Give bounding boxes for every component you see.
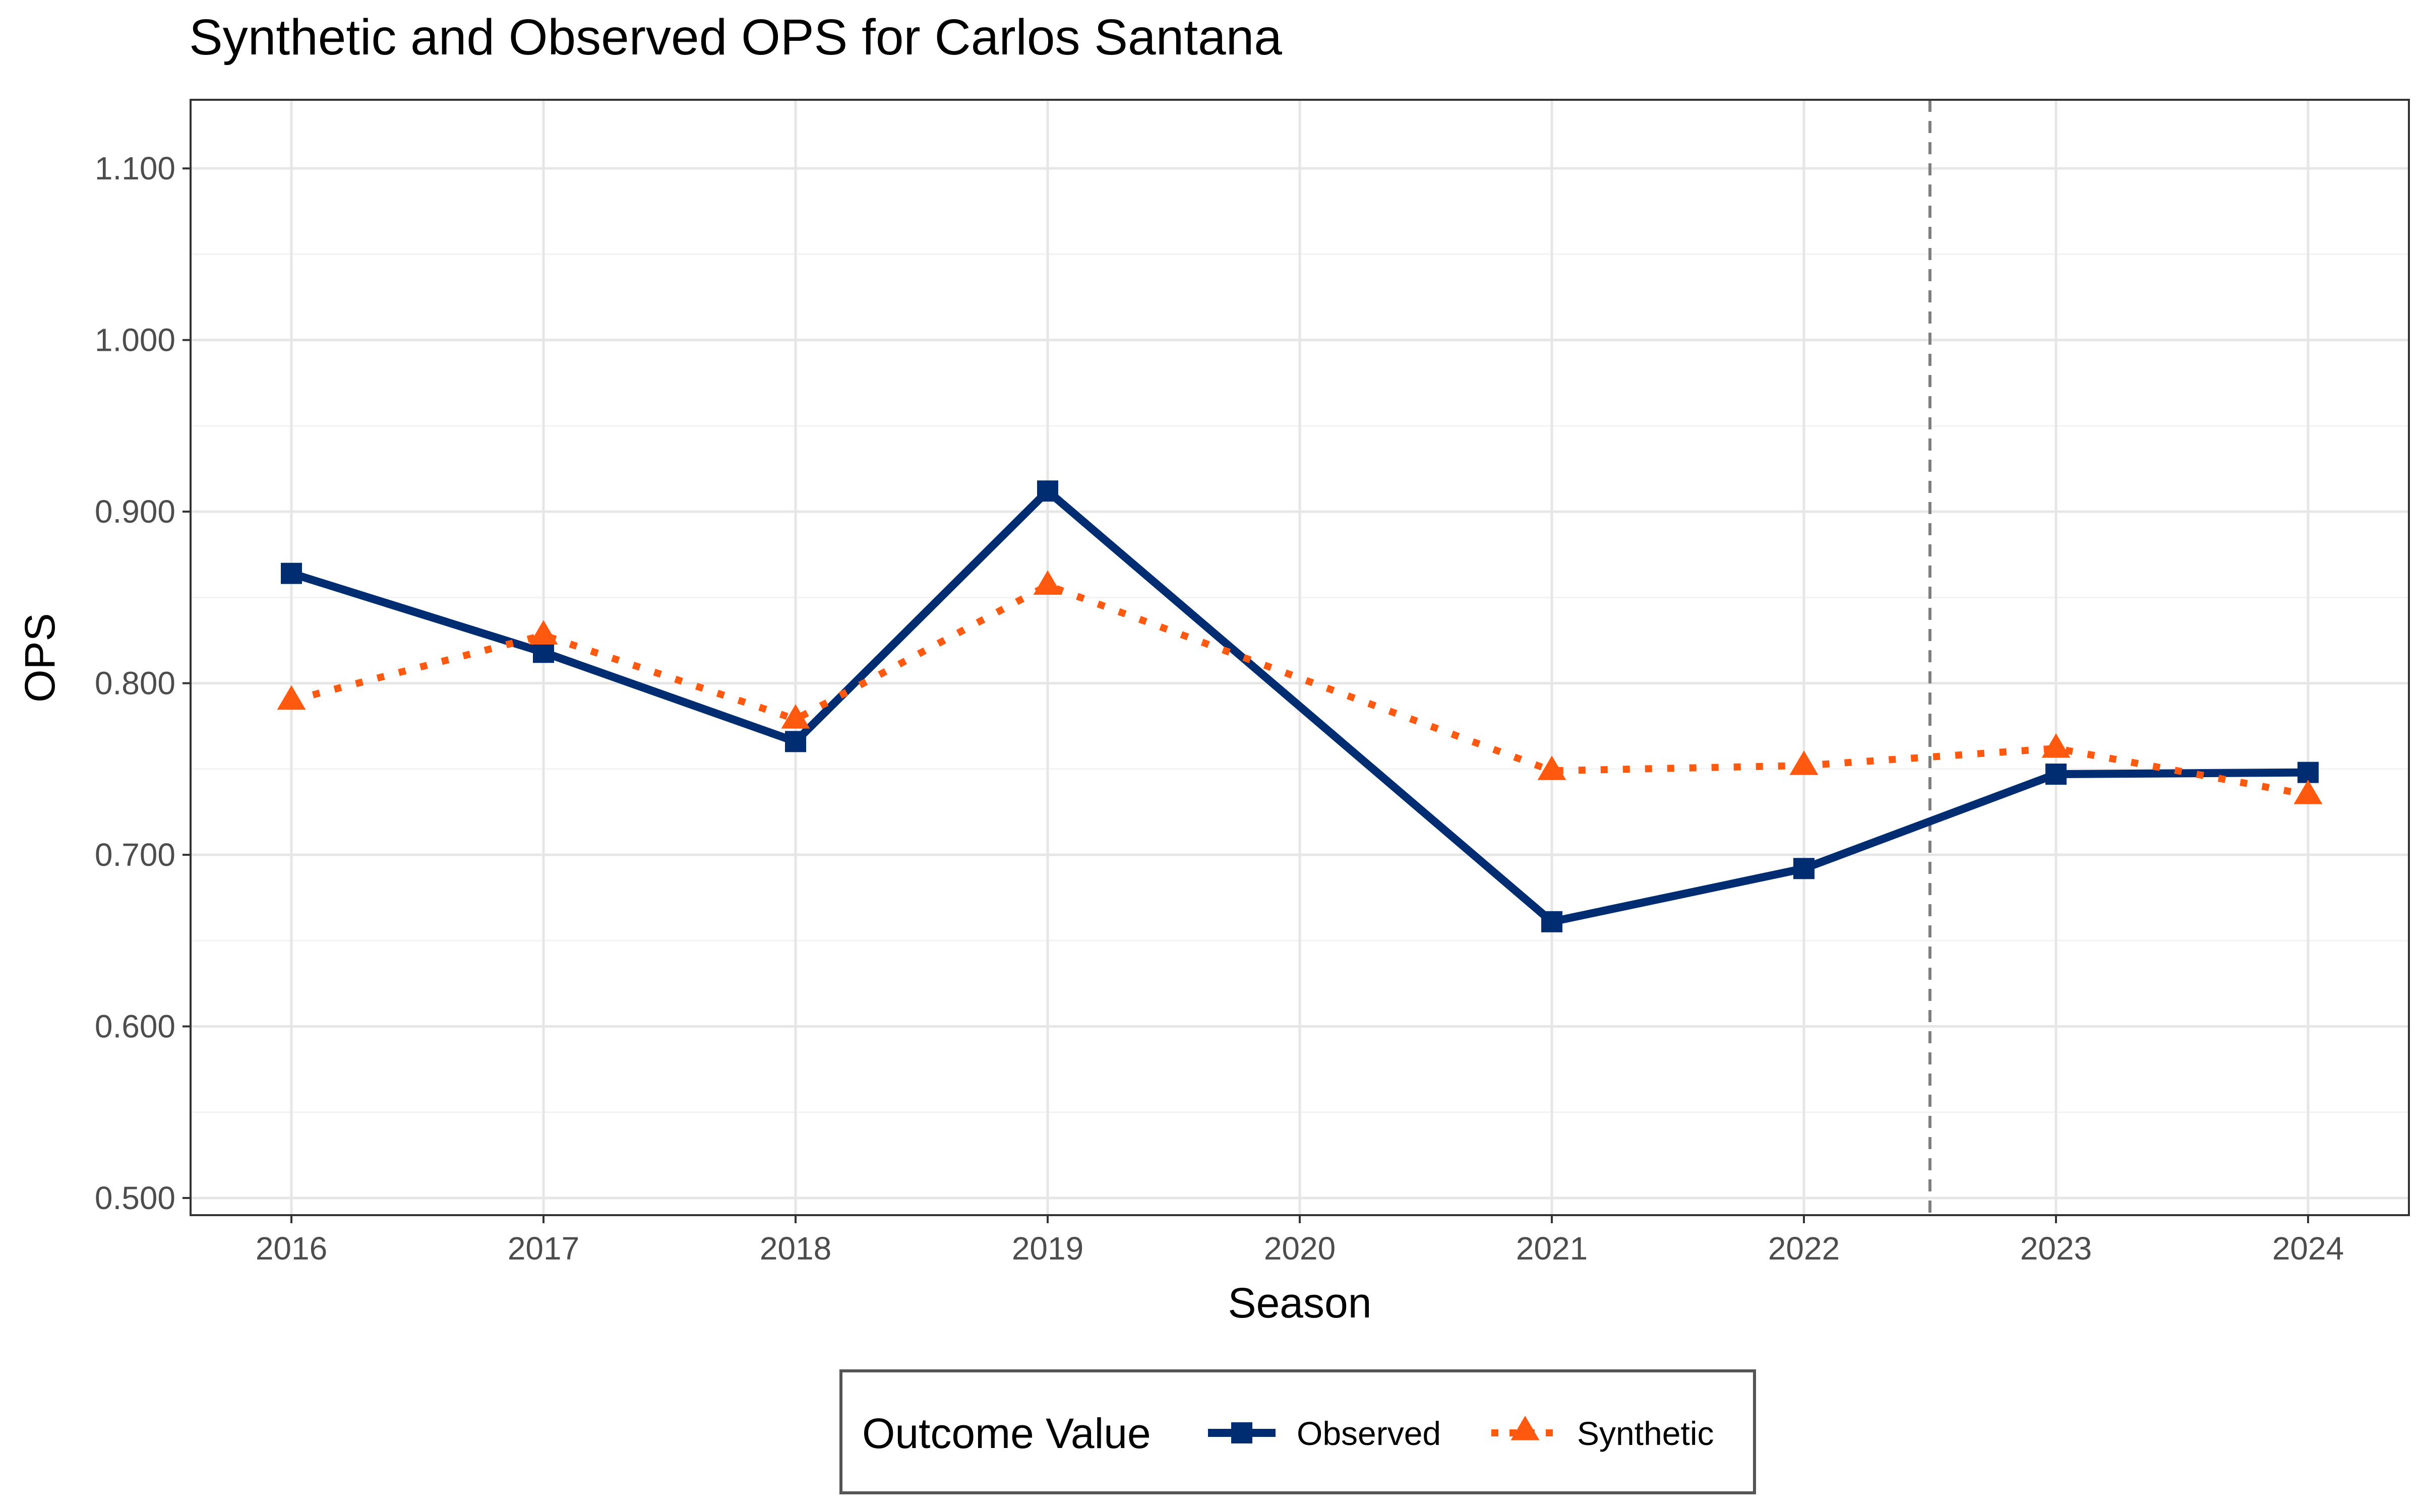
x-tick-label: 2024 bbox=[2272, 1230, 2344, 1267]
y-tick-label: 0.900 bbox=[95, 493, 175, 530]
legend-label-observed: Observed bbox=[1297, 1415, 1441, 1452]
y-tick-label: 0.800 bbox=[95, 665, 175, 702]
legend-box bbox=[839, 1369, 1756, 1494]
legend-label-synthetic: Synthetic bbox=[1577, 1415, 1714, 1452]
point-observed-2018 bbox=[785, 731, 806, 752]
x-axis-title: Season bbox=[1228, 1279, 1372, 1327]
point-observed-2021 bbox=[1541, 911, 1562, 932]
point-synthetic-2023 bbox=[2041, 733, 2071, 758]
chart-title: Synthetic and Observed OPS for Carlos Sa… bbox=[189, 9, 1282, 66]
x-tick-label: 2022 bbox=[1768, 1230, 1840, 1267]
point-observed-2024 bbox=[2297, 762, 2319, 783]
series-lines bbox=[290, 487, 2309, 926]
point-synthetic-2019 bbox=[1033, 570, 1062, 595]
point-synthetic-2017 bbox=[529, 620, 558, 645]
point-observed-2022 bbox=[1793, 858, 1814, 879]
y-tick-label: 1.100 bbox=[95, 150, 175, 186]
x-tick-label: 2021 bbox=[1516, 1230, 1588, 1267]
x-tick-label: 2017 bbox=[508, 1230, 579, 1267]
axes: 0.500 0.600 0.700 0.800 0.900 1.000 1.100 2016 2… bbox=[95, 150, 2344, 1267]
x-tick-label: 2019 bbox=[1012, 1230, 1083, 1267]
grid-lines bbox=[191, 100, 2409, 1215]
legend: Outcome Value Observed Synthetic bbox=[839, 1369, 1756, 1494]
y-tick-label: 0.600 bbox=[95, 1008, 175, 1044]
y-tick-label: 1.000 bbox=[95, 322, 175, 358]
x-tick-label: 2020 bbox=[1264, 1230, 1336, 1267]
legend-title: Outcome Value bbox=[862, 1410, 1151, 1457]
point-observed-2016 bbox=[281, 562, 302, 584]
x-tick-label: 2023 bbox=[2020, 1230, 2092, 1267]
point-observed-2023 bbox=[2045, 764, 2067, 785]
legend-key-marker-observed bbox=[1231, 1422, 1252, 1443]
point-synthetic-2016 bbox=[277, 685, 306, 710]
y-axis-title: OPS bbox=[16, 613, 64, 702]
point-synthetic-2018 bbox=[781, 704, 810, 729]
point-observed-2019 bbox=[1037, 480, 1058, 502]
series-line-observed bbox=[290, 487, 2309, 926]
series-markers bbox=[277, 480, 2323, 932]
y-tick-label: 0.700 bbox=[95, 837, 175, 873]
legend-key-marker-synthetic bbox=[1510, 1416, 1540, 1440]
legend-keys bbox=[1208, 1416, 1559, 1443]
x-tick-label: 2018 bbox=[760, 1230, 831, 1267]
point-observed-2017 bbox=[533, 642, 554, 663]
point-synthetic-2024 bbox=[2293, 779, 2323, 804]
x-tick-label: 2016 bbox=[256, 1230, 327, 1267]
y-tick-label: 0.500 bbox=[95, 1180, 175, 1216]
point-synthetic-2022 bbox=[1789, 750, 1819, 775]
point-synthetic-2021 bbox=[1537, 755, 1566, 780]
